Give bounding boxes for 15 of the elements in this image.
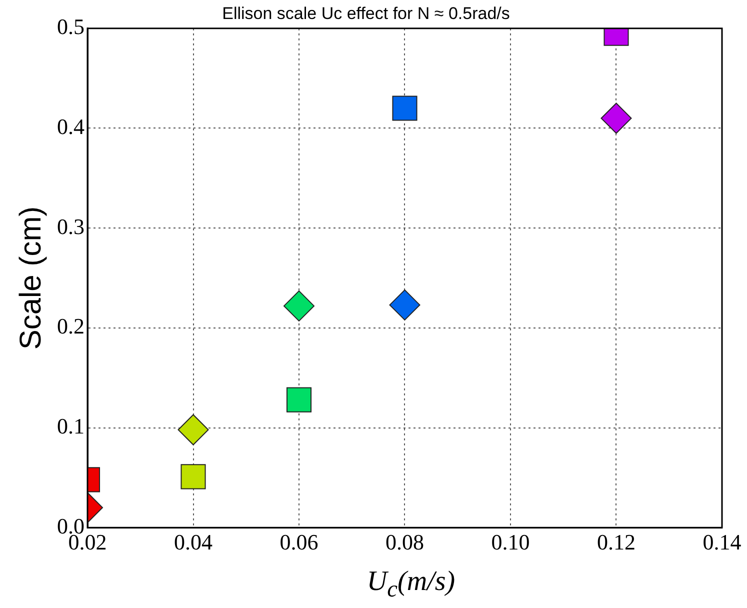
y-tick-label: 0.3 [57, 214, 84, 239]
x-tick-label: 0.10 [491, 530, 530, 555]
x-tick-label: 0.08 [386, 530, 424, 555]
y-tick-label: 0.2 [57, 314, 84, 339]
x-tick-label: 0.14 [702, 530, 742, 555]
point [600, 102, 632, 134]
x-tick-label: 0.04 [174, 530, 212, 555]
y-tick-label: 0.1 [57, 414, 84, 439]
y-tick-label: 0.5 [57, 14, 84, 40]
y-axis-title: Scale (cm) [14, 206, 48, 350]
y-tick-label: 0.4 [57, 114, 84, 140]
x-axis-title: U$_{c}$(m/s) [366, 566, 456, 604]
x-tick-label: 0.06 [280, 530, 318, 555]
chart-title: Ellison scale Uc effect for N ≈ 0.5rad/s [222, 4, 510, 23]
x-tick-label: 0.12 [597, 530, 636, 555]
